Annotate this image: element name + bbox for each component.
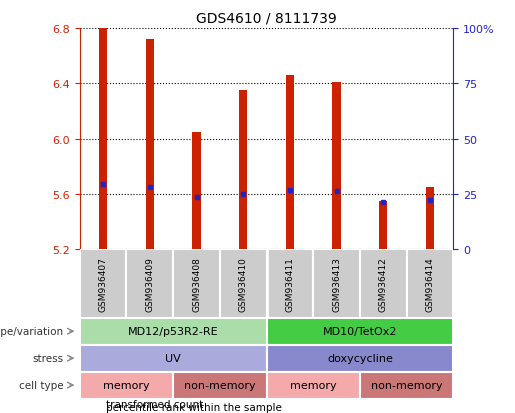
Text: GSM936407: GSM936407	[99, 256, 108, 311]
FancyBboxPatch shape	[313, 250, 360, 318]
FancyBboxPatch shape	[173, 372, 267, 399]
Text: non-memory: non-memory	[184, 380, 255, 390]
Text: GSM936409: GSM936409	[145, 256, 154, 311]
Text: GSM936410: GSM936410	[238, 256, 248, 311]
FancyBboxPatch shape	[360, 250, 406, 318]
Text: GSM936414: GSM936414	[425, 256, 434, 311]
Text: non-memory: non-memory	[371, 380, 442, 390]
Text: GSM936412: GSM936412	[379, 256, 388, 311]
Title: GDS4610 / 8111739: GDS4610 / 8111739	[196, 11, 337, 25]
Bar	[332, 83, 341, 250]
FancyBboxPatch shape	[173, 250, 220, 318]
Text: GSM936408: GSM936408	[192, 256, 201, 311]
Text: genotype/variation: genotype/variation	[0, 326, 64, 337]
Text: MD10/TetOx2: MD10/TetOx2	[322, 326, 397, 337]
Bar	[192, 133, 201, 250]
FancyBboxPatch shape	[80, 345, 267, 372]
Text: cell type: cell type	[19, 380, 64, 390]
Text: memory: memory	[290, 380, 336, 390]
Bar	[239, 91, 247, 250]
FancyBboxPatch shape	[267, 345, 453, 372]
Bar	[286, 76, 294, 250]
FancyBboxPatch shape	[220, 250, 267, 318]
FancyBboxPatch shape	[267, 250, 313, 318]
FancyBboxPatch shape	[406, 250, 453, 318]
Bar	[426, 188, 434, 250]
FancyBboxPatch shape	[127, 250, 173, 318]
FancyBboxPatch shape	[80, 318, 267, 345]
Text: doxycycline: doxycycline	[327, 353, 393, 363]
Bar	[146, 40, 154, 250]
Text: GSM936411: GSM936411	[285, 256, 295, 311]
Text: stress: stress	[33, 353, 64, 363]
FancyBboxPatch shape	[80, 250, 127, 318]
Bar	[379, 202, 387, 250]
Bar	[99, 29, 107, 250]
Text: memory: memory	[103, 380, 150, 390]
FancyBboxPatch shape	[267, 372, 360, 399]
FancyBboxPatch shape	[80, 372, 173, 399]
FancyBboxPatch shape	[360, 372, 453, 399]
Text: transformed count: transformed count	[106, 399, 203, 409]
Text: percentile rank within the sample: percentile rank within the sample	[106, 402, 282, 412]
FancyBboxPatch shape	[267, 318, 453, 345]
Text: GSM936413: GSM936413	[332, 256, 341, 311]
Text: UV: UV	[165, 353, 181, 363]
Text: MD12/p53R2-RE: MD12/p53R2-RE	[128, 326, 218, 337]
